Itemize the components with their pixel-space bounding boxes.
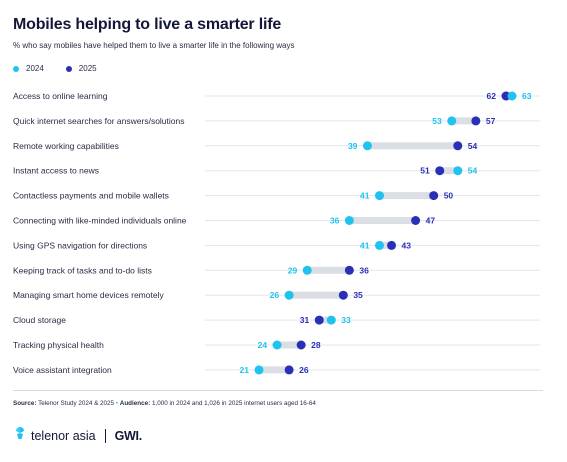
legend-item-2024: 2024	[13, 64, 44, 73]
row-label: Managing smart home devices remotely	[13, 290, 164, 300]
point-2024	[284, 290, 294, 300]
point-2024	[302, 265, 312, 275]
audience-text: 1,000 in 2024 and 1,026 in 2025 internet…	[151, 400, 316, 407]
row-label: Access to online learning	[13, 91, 108, 101]
value-label-2025: 54	[468, 141, 478, 151]
point-2024	[326, 315, 336, 325]
point-2024	[447, 116, 457, 126]
point-2025	[453, 141, 463, 151]
point-2025	[296, 340, 306, 350]
value-label-2024: 36	[330, 216, 340, 226]
row-label: Cloud storage	[13, 315, 66, 325]
point-2025	[314, 315, 324, 325]
footer-divider	[13, 390, 543, 391]
range-bar	[307, 266, 350, 274]
telenor-logo-icon	[13, 426, 27, 445]
dumbbell-chart: Access to online learning 63 62 Quick inter…	[13, 91, 540, 375]
row-label: Keeping track of tasks and to-do lists	[13, 265, 152, 275]
point-2025	[429, 191, 439, 201]
value-label-2025: 51	[420, 166, 430, 176]
source-text: Telenor Study 2024 & 2025	[38, 400, 115, 407]
value-label-2024: 63	[522, 91, 532, 101]
range-bar	[289, 291, 344, 299]
row-label: Voice assistant integration	[13, 365, 112, 375]
source-label: Source:	[13, 400, 37, 407]
range-bar	[259, 366, 290, 374]
range-bar	[379, 192, 434, 200]
legend-swatch-2024	[13, 65, 19, 72]
row-label: Using GPS navigation for directions	[13, 240, 147, 250]
value-label-2024: 33	[341, 315, 351, 325]
point-2024	[374, 240, 384, 250]
value-label-2025: 50	[444, 191, 454, 201]
value-label-2024: 24	[258, 340, 268, 350]
value-label-2025: 26	[299, 365, 309, 375]
value-label-2025: 28	[311, 340, 321, 350]
value-label-2025: 36	[359, 265, 369, 275]
point-2024	[254, 365, 264, 375]
row-label: Connecting with like-minded individuals …	[13, 216, 187, 226]
brand-footer: telenor asia GWI.	[13, 426, 142, 445]
legend-label-2025: 2025	[78, 64, 97, 73]
gwi-wordmark: GWI.	[114, 428, 143, 443]
row-label: Quick internet searches for answers/solu…	[13, 116, 185, 126]
point-2025	[338, 290, 348, 300]
row-label: Contactless payments and mobile wallets	[13, 191, 169, 201]
range-bar	[451, 117, 476, 125]
value-label-2024: 39	[348, 141, 358, 151]
range-bar	[439, 167, 458, 175]
point-2025	[344, 265, 354, 275]
value-label-2024: 53	[432, 116, 442, 126]
value-label-2024: 54	[468, 166, 478, 176]
point-2024	[453, 166, 463, 176]
value-label-2025: 57	[486, 116, 496, 126]
legend-swatch-2025	[65, 65, 72, 72]
source-separator: •	[115, 400, 119, 407]
chart-subtitle: % who say mobiles have helped them to li…	[13, 41, 295, 50]
telenor-wordmark: telenor asia	[31, 428, 96, 443]
point-2025	[411, 216, 421, 225]
value-label-2024: 41	[360, 240, 370, 250]
point-2024	[507, 91, 517, 101]
point-2024	[362, 141, 372, 151]
row-label: Remote working capabilities	[13, 141, 119, 151]
value-label-2025: 62	[487, 91, 497, 101]
value-label-2025: 31	[300, 315, 310, 325]
value-label-2024: 29	[288, 265, 298, 275]
range-bar	[349, 217, 416, 224]
point-2025	[284, 365, 294, 375]
value-label-2024: 26	[270, 290, 280, 300]
value-label-2024: 21	[240, 365, 250, 375]
row-label: Instant access to news	[13, 166, 99, 176]
row-label: Tracking physical health	[13, 340, 104, 350]
point-2024	[374, 191, 384, 201]
value-label-2024: 41	[360, 191, 370, 201]
source-note: Source: Telenor Study 2024 & 2025 • Audi…	[13, 400, 316, 407]
point-2024	[272, 340, 282, 350]
brand-separator	[104, 428, 106, 443]
range-bar	[379, 241, 392, 249]
point-2024	[344, 216, 354, 225]
legend-item-2025: 2025	[65, 64, 97, 73]
legend: 2024 2025	[13, 64, 119, 73]
audience-label: Audience:	[119, 400, 151, 407]
value-label-2025: 47	[426, 216, 436, 226]
point-2025	[387, 240, 397, 250]
legend-label-2024: 2024	[26, 64, 44, 73]
point-2025	[471, 116, 481, 126]
value-label-2025: 35	[353, 290, 363, 300]
range-bar	[277, 341, 302, 349]
value-label-2025: 43	[402, 240, 412, 250]
range-bar	[367, 142, 458, 150]
chart-title: Mobiles helping to live a smarter life	[13, 16, 282, 33]
point-2025	[435, 166, 445, 176]
range-bar	[319, 316, 332, 324]
